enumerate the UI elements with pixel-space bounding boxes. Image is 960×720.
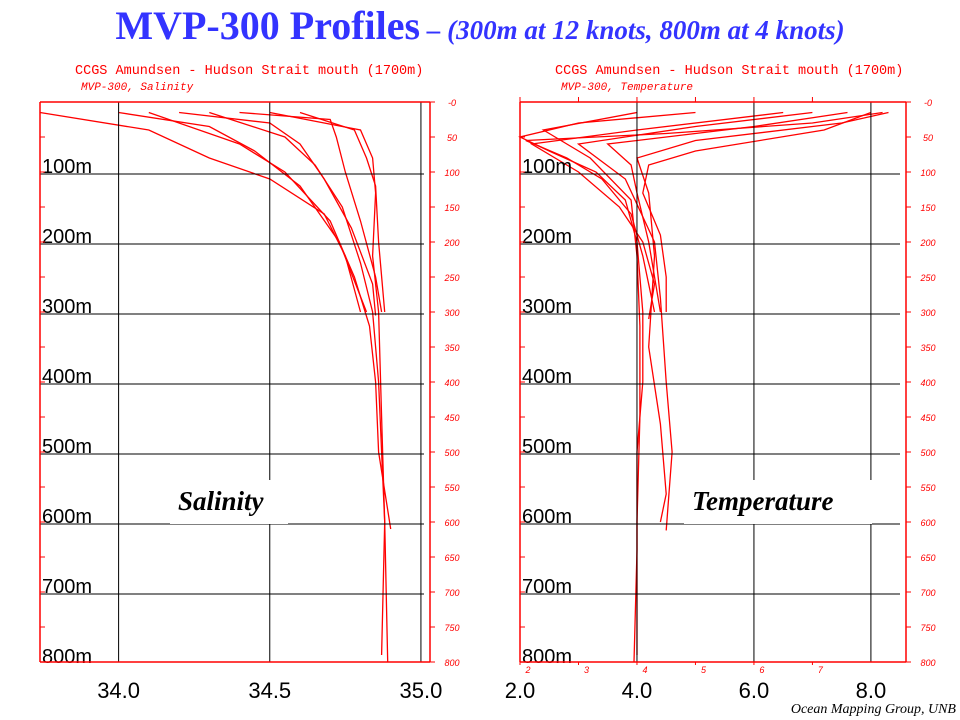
depth-label: 200m: [42, 226, 92, 248]
depth-label: 600m: [522, 506, 572, 528]
temperature-chart: CCGS Amundsen - Hudson Strait mouth (170…: [505, 64, 936, 703]
depth-tick-label: 100: [444, 168, 459, 178]
depth-tick-label: 500: [920, 448, 935, 458]
depth-label: 500m: [522, 436, 572, 458]
depth-tick-label: 450: [444, 413, 459, 423]
depth-label: 100m: [522, 156, 572, 178]
x-tick-label: 34.5: [248, 678, 291, 703]
depth-label: 800m: [42, 646, 92, 668]
title-main: MVP-300 Profiles: [115, 3, 421, 48]
depth-tick-label: 700: [444, 588, 459, 598]
depth-tick-label: 200: [443, 238, 459, 248]
depth-tick-label: 600: [920, 518, 935, 528]
depth-tick-label: 350: [920, 343, 935, 353]
depth-label: 300m: [42, 296, 92, 318]
x-tick-label: 6.0: [739, 678, 770, 703]
x-tick-label: 2.0: [505, 678, 536, 703]
plot-label-background: [684, 480, 872, 524]
depth-tick-label: 550: [920, 483, 935, 493]
profile-line: [39, 111, 362, 313]
depth-tick-label: 250: [919, 273, 935, 283]
depth-label: 600m: [42, 506, 92, 528]
depth-tick-label: 550: [444, 483, 459, 493]
profile-line: [269, 111, 389, 663]
depth-tick-label: -0: [448, 98, 456, 108]
x-minor-tick-label: 2: [524, 665, 530, 675]
depth-tick-label: 300: [920, 308, 935, 318]
profile-line: [525, 111, 883, 313]
profile-line: [179, 111, 377, 316]
chart-subheader: MVP-300, Salinity: [81, 82, 194, 94]
x-tick-label: 4.0: [622, 678, 653, 703]
profile-line: [118, 111, 368, 313]
credit-text: Ocean Mapping Group, UNB: [790, 702, 956, 717]
title-subtitle: – (300m at 12 knots, 800m at 4 knots): [420, 15, 845, 45]
x-tick-label: 8.0: [856, 678, 887, 703]
depth-tick-label: 700: [920, 588, 935, 598]
depth-tick-label: 400: [444, 378, 459, 388]
profile-line: [148, 111, 392, 530]
plot-label: Salinity: [178, 486, 265, 516]
depth-tick-label: 600: [444, 518, 459, 528]
depth-tick-label: 50: [923, 133, 933, 143]
profile-line: [642, 111, 872, 312]
x-tick-label: 34.0: [97, 678, 140, 703]
x-minor-tick-label: 6: [759, 665, 764, 675]
chart-subheader: MVP-300, Temperature: [561, 82, 693, 94]
chart-header: CCGS Amundsen - Hudson Strait mouth (170…: [75, 64, 423, 79]
depth-tick-label: 800: [920, 658, 935, 668]
depth-label: 700m: [522, 576, 572, 598]
depth-tick-label: 100: [920, 168, 935, 178]
depth-tick-label: 250: [443, 273, 459, 283]
salinity-chart: CCGS Amundsen - Hudson Strait mouth (170…: [39, 64, 460, 703]
profile-line: [576, 111, 813, 531]
profile-line: [239, 111, 383, 313]
depth-label: 400m: [522, 366, 572, 388]
depth-tick-label: 650: [920, 553, 935, 563]
x-minor-tick-label: 7: [818, 665, 824, 675]
depth-tick-label: 350: [444, 343, 459, 353]
depth-tick-label: 800: [444, 658, 459, 668]
x-tick-label: 35.0: [400, 678, 443, 703]
depth-tick-label: 400: [920, 378, 935, 388]
x-minor-tick-label: 5: [701, 665, 707, 675]
depth-label: 400m: [42, 366, 92, 388]
depth-tick-label: 150: [920, 203, 935, 213]
depth-tick-label: -0: [924, 98, 932, 108]
depth-label: 300m: [522, 296, 572, 318]
profile-line: [636, 111, 889, 523]
depth-label: 700m: [42, 576, 92, 598]
profile-line: [606, 111, 848, 313]
figure-title: MVP-300 Profiles – (300m at 12 knots, 80…: [0, 2, 960, 49]
depth-tick-label: 750: [920, 623, 935, 633]
depth-label: 200m: [522, 226, 572, 248]
depth-tick-label: 200: [919, 238, 935, 248]
plot-label: Temperature: [692, 486, 834, 516]
depth-tick-label: 750: [444, 623, 459, 633]
depth-label: 500m: [42, 436, 92, 458]
depth-label: 100m: [42, 156, 92, 178]
x-minor-tick-label: 4: [642, 665, 647, 675]
depth-tick-label: 50: [447, 133, 457, 143]
depth-tick-label: 500: [444, 448, 459, 458]
plot-label-background: [170, 480, 288, 524]
depth-tick-label: 150: [444, 203, 459, 213]
depth-tick-label: 300: [444, 308, 459, 318]
depth-tick-label: 450: [920, 413, 935, 423]
depth-tick-label: 650: [444, 553, 459, 563]
chart-header: CCGS Amundsen - Hudson Strait mouth (170…: [555, 64, 903, 79]
x-minor-tick-label: 3: [584, 665, 589, 675]
